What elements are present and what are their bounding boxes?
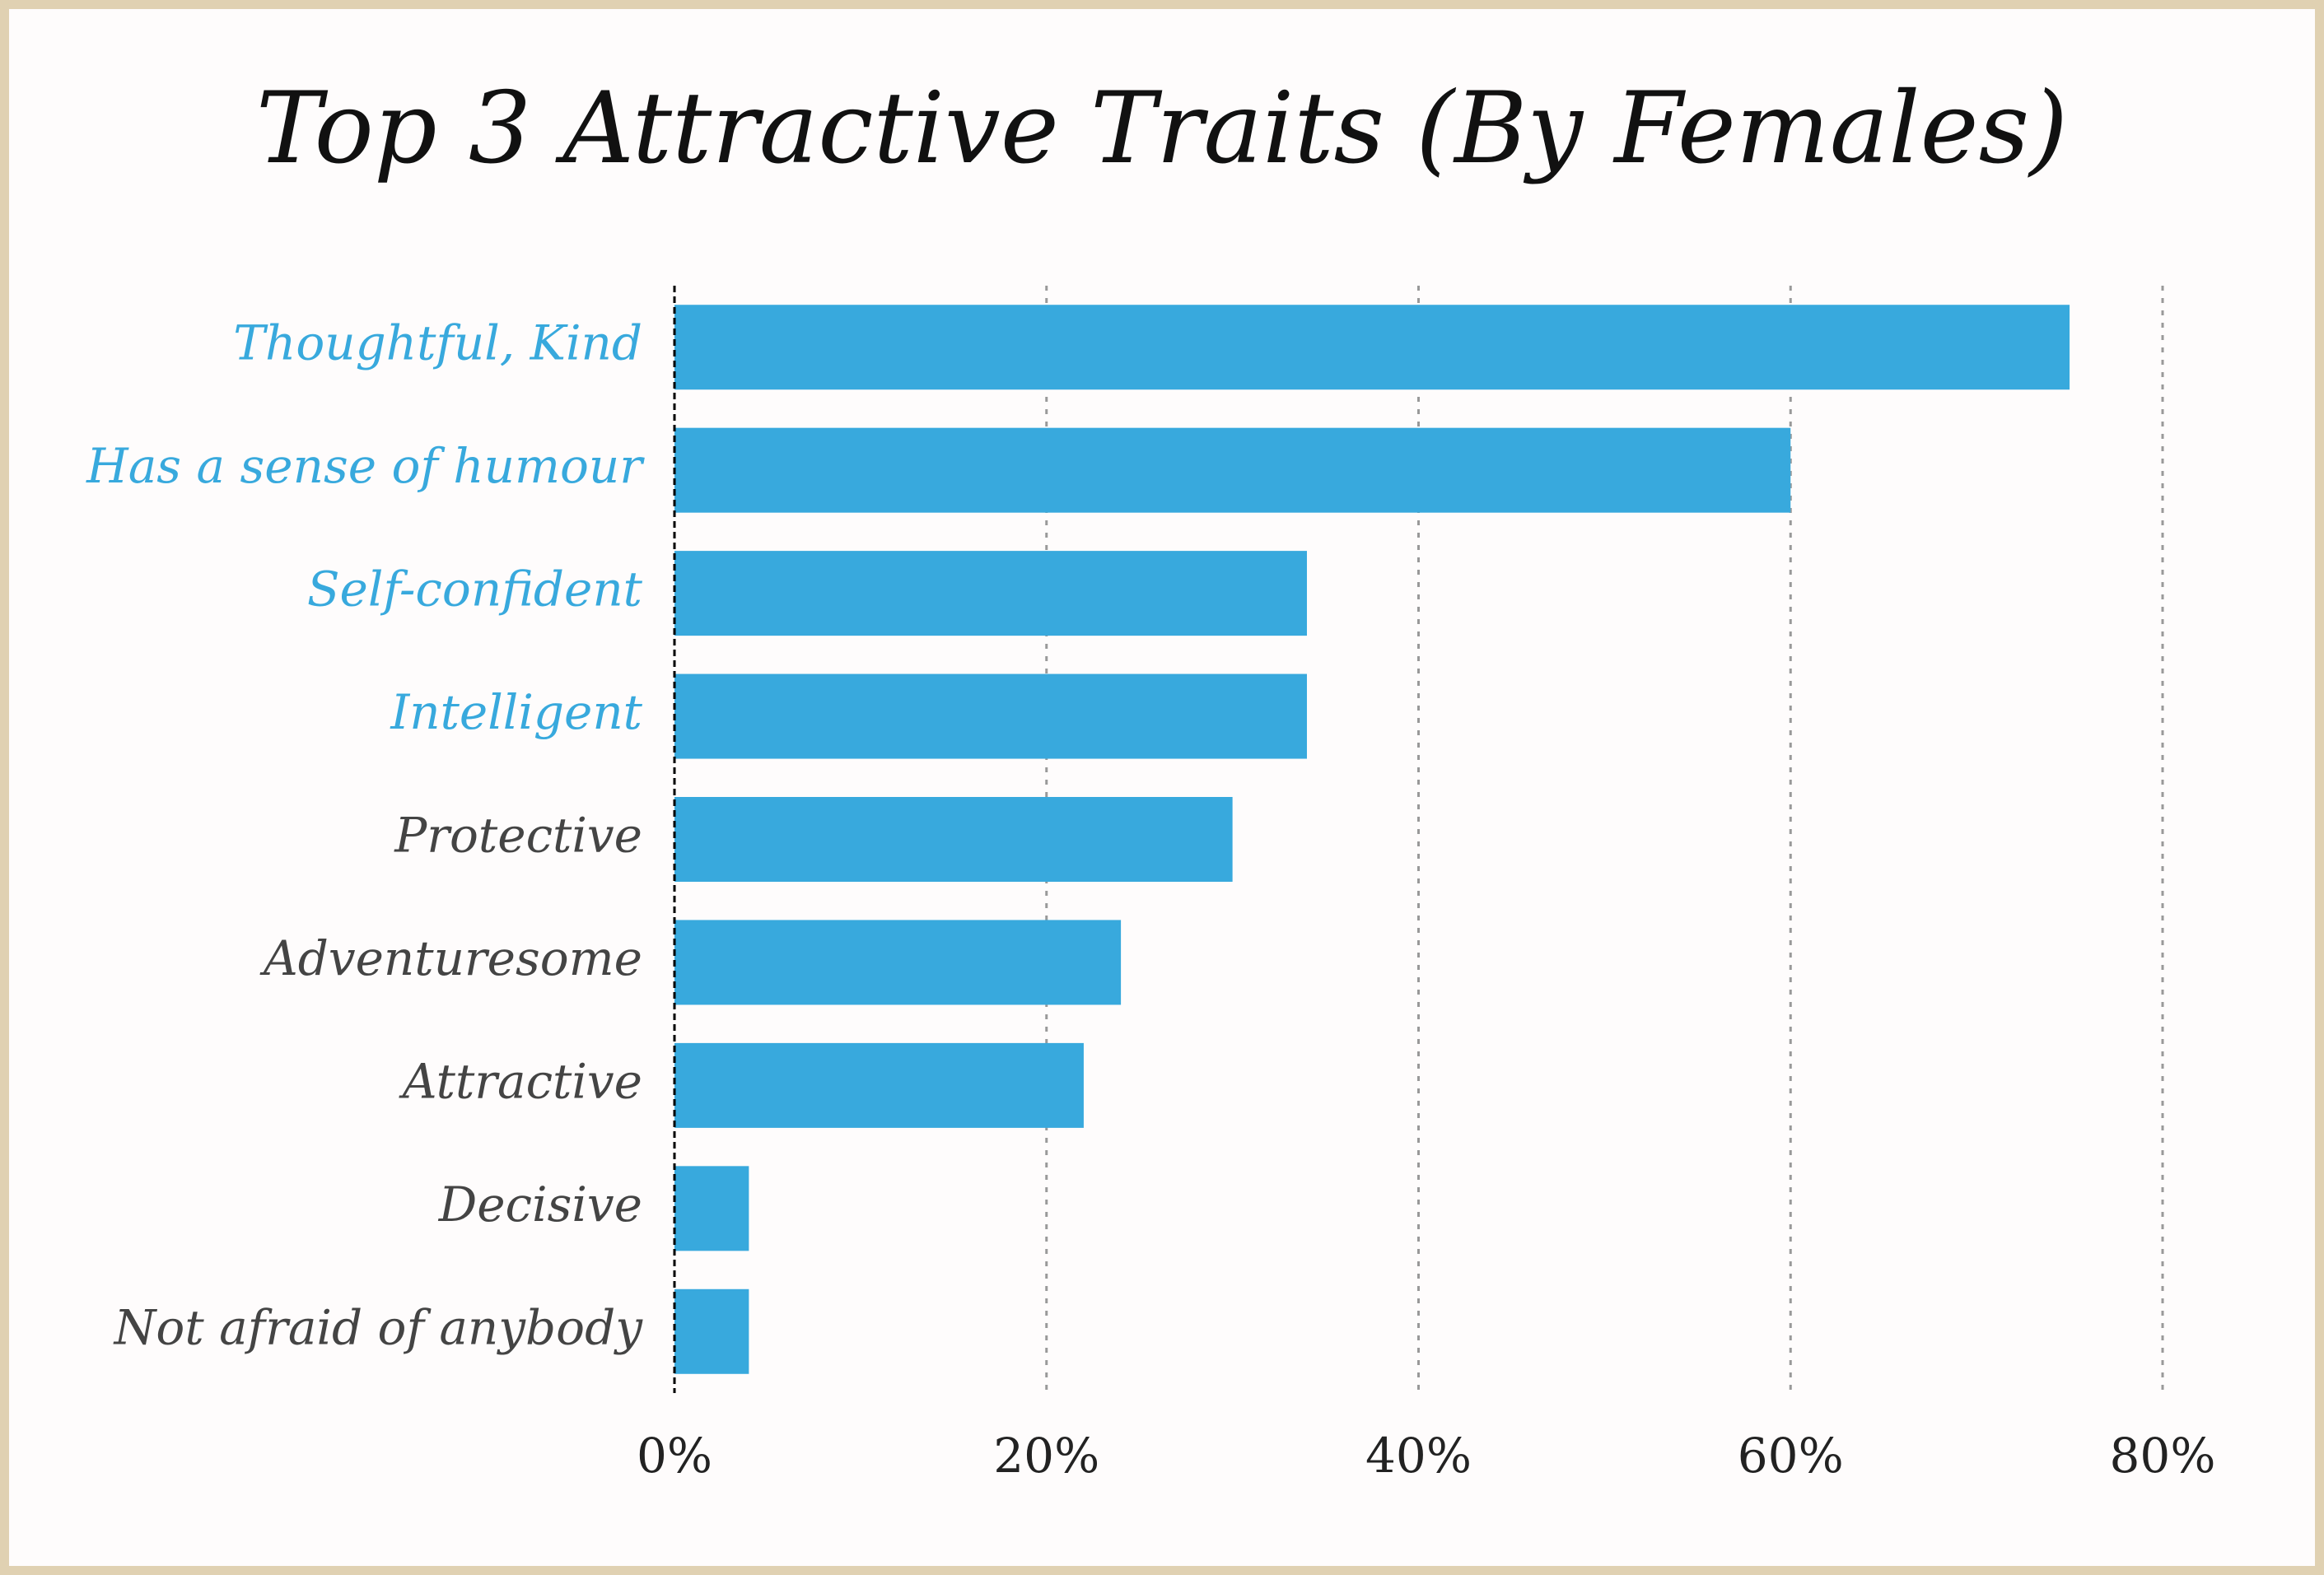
y-tick-label: Has a sense of humour — [86, 438, 645, 494]
bar — [674, 551, 1307, 636]
x-tick-label: 80% — [2110, 1428, 2216, 1484]
bar — [674, 1288, 749, 1374]
y-tick-label: Adventuresome — [259, 930, 642, 986]
y-tick-label: Protective — [394, 808, 642, 864]
y-tick-label: Intelligent — [390, 684, 642, 740]
x-tick-label: 60% — [1738, 1428, 1844, 1484]
bar — [674, 673, 1307, 759]
y-tick-label: Thoughtful, Kind — [233, 315, 642, 371]
bar — [674, 920, 1122, 1005]
bar — [674, 797, 1233, 882]
x-tick-label: 40% — [1365, 1428, 1472, 1484]
bar — [674, 305, 2070, 390]
bar — [674, 427, 1791, 513]
y-tick-label: Decisive — [438, 1177, 642, 1233]
bar — [674, 1042, 1084, 1128]
x-tick-label: 0% — [637, 1428, 712, 1484]
bar — [674, 1166, 749, 1251]
y-tick-label: Self-confident — [307, 562, 643, 617]
chart-title: Top 3 Attractive Traits (By Females) — [256, 72, 2068, 186]
y-tick-label: Not afraid of anybody — [113, 1299, 644, 1355]
y-tick-label: Attractive — [399, 1053, 642, 1109]
x-tick-label: 20% — [993, 1428, 1099, 1484]
